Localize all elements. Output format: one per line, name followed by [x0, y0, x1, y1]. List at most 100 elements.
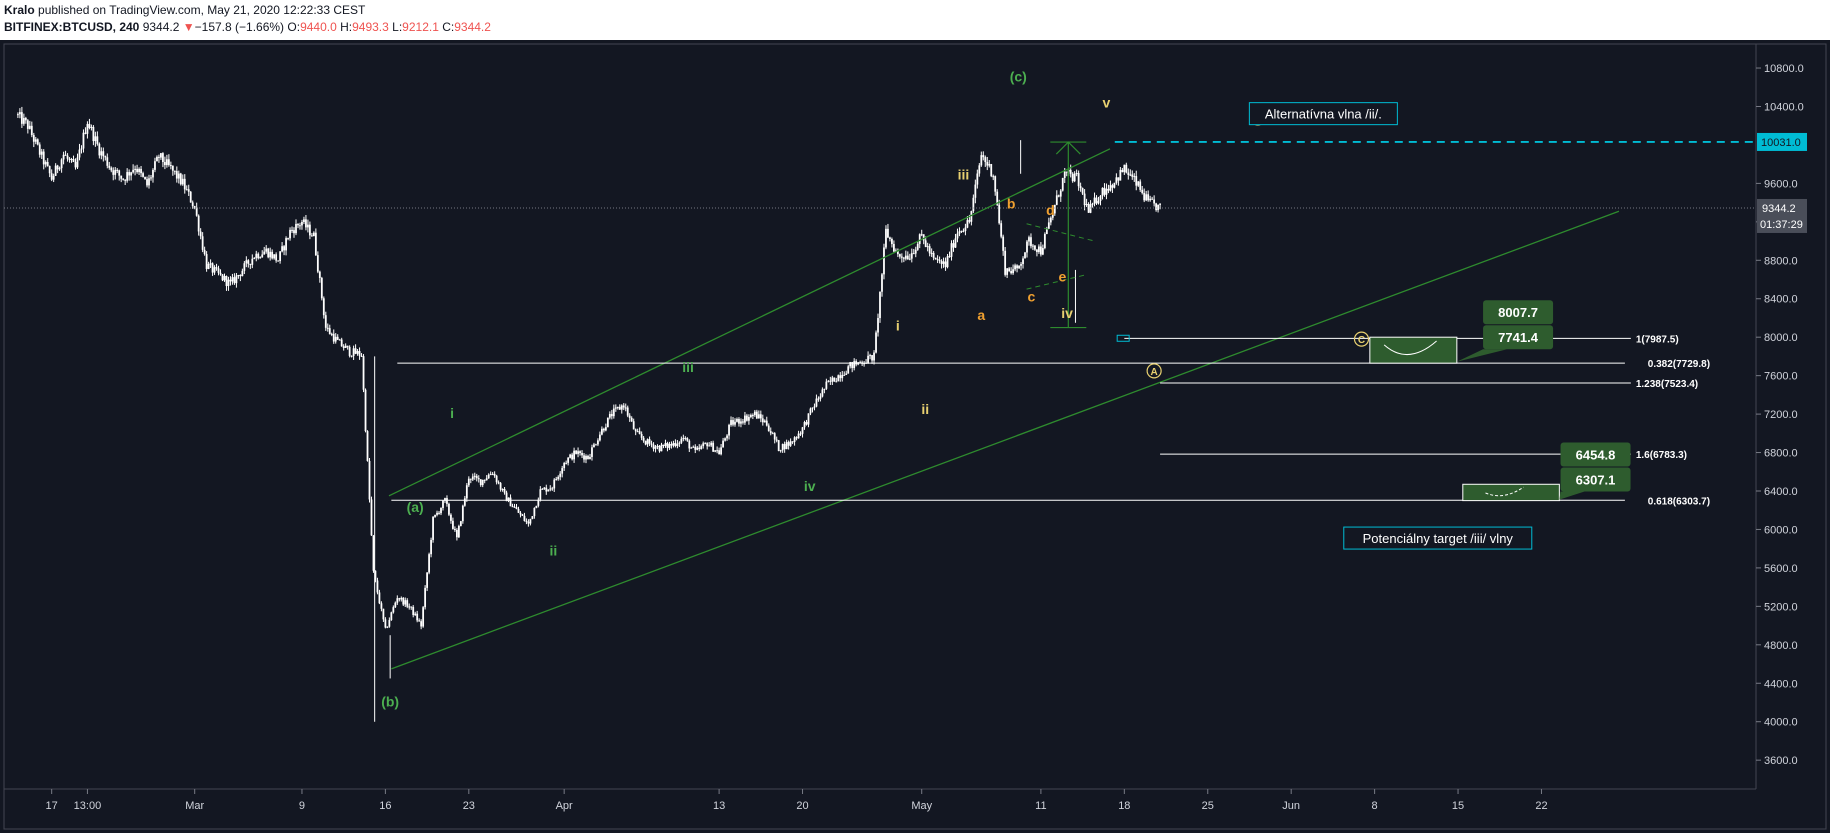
candle-body: [736, 418, 738, 422]
wave-label-green: iii: [682, 359, 694, 375]
candle-body: [309, 224, 311, 236]
countdown-label: 01:37:29: [1760, 219, 1803, 231]
candle-body: [364, 389, 367, 432]
candle-body: [201, 236, 204, 250]
high-label: H:: [340, 20, 353, 34]
candle-body: [265, 248, 268, 252]
candle-body: [761, 418, 764, 423]
candle-body: [978, 165, 981, 174]
chart-area[interactable]: 1(7987.5) 0.382(7729.8) 1.238(7523.4) 1.6(6…: [0, 40, 1830, 833]
candle-body: [837, 375, 840, 382]
candle-body: [539, 489, 542, 500]
candle-body: [436, 512, 438, 515]
candle-body: [674, 443, 677, 446]
candle-body: [779, 450, 782, 452]
candle-body: [74, 161, 77, 168]
candle-body: [690, 447, 693, 449]
candle-body: [455, 529, 458, 538]
candle-body: [1010, 271, 1013, 274]
wave-label-green: (b): [381, 693, 399, 709]
candle-body: [718, 450, 721, 455]
candle-body: [481, 479, 484, 486]
candle-body: [38, 144, 41, 155]
candle-body: [902, 257, 905, 259]
candle-body: [50, 173, 53, 180]
candle-body: [261, 254, 264, 258]
candle-body: [187, 189, 190, 192]
wave-label-yellow: iv: [1061, 305, 1073, 321]
candle-body: [293, 230, 295, 234]
target-box-lower: [1462, 483, 1560, 502]
candle-body: [60, 159, 63, 169]
candle-body: [241, 270, 244, 277]
candle-body: [640, 434, 643, 438]
fib-label: 1.238(7523.4): [1636, 379, 1698, 390]
y-tick-label: 7200.0: [1764, 409, 1798, 421]
candle-body: [867, 355, 869, 363]
candle-body: [702, 443, 705, 447]
candle-body: [602, 428, 605, 431]
candle-body: [646, 439, 649, 445]
candle-body: [414, 613, 417, 615]
candle-body: [821, 389, 824, 397]
price-tag: [1560, 467, 1631, 492]
candle-body: [1065, 171, 1068, 173]
candle-body: [791, 441, 794, 443]
candle-body: [577, 451, 579, 454]
candle-body: [497, 482, 500, 484]
candle-body: [636, 431, 639, 433]
candle-body: [167, 159, 170, 165]
candle-body: [964, 227, 967, 231]
x-tick-label: 16: [379, 800, 391, 812]
candle-body: [793, 437, 796, 442]
candle-body: [883, 247, 885, 275]
candle-body: [342, 346, 345, 348]
candle-body: [910, 253, 913, 259]
candle-body: [896, 250, 899, 255]
candle-body: [676, 443, 679, 446]
curved-arrow-icon: [1485, 486, 1524, 497]
candle-body: [918, 234, 921, 244]
candle-body: [511, 506, 514, 508]
y-tick-label: 8800.0: [1764, 255, 1798, 267]
candle-body: [366, 431, 369, 461]
candle-body: [962, 230, 965, 232]
candle-body: [380, 603, 383, 609]
candle-body: [551, 488, 554, 490]
candle-body: [463, 498, 466, 506]
candle-body: [980, 155, 983, 166]
candle-body: [1127, 172, 1130, 175]
candle-body: [950, 243, 953, 257]
candle-body: [348, 346, 351, 356]
candle-body: [616, 406, 619, 408]
candle-body: [1105, 188, 1108, 195]
candle-body: [1103, 187, 1106, 195]
candle-body: [40, 151, 43, 155]
candle-body: [956, 233, 959, 239]
candle-body: [698, 447, 701, 449]
candle-body: [565, 462, 568, 464]
x-tick-label: Apr: [556, 800, 573, 812]
candle-body: [475, 475, 478, 479]
candle-body: [1081, 188, 1084, 194]
candle-body: [672, 443, 675, 446]
price-chart[interactable]: 1(7987.5) 0.382(7729.8) 1.238(7523.4) 1.6(6…: [0, 40, 1830, 833]
candle-body: [245, 260, 248, 264]
candle-body: [467, 478, 470, 486]
candle-body: [181, 178, 184, 185]
candle-body: [575, 450, 577, 454]
ohlc-line: BITFINEX:BTCUSD, 240 9344.2 ▼−157.8 (−1.…: [4, 20, 491, 34]
x-tick-label: 18: [1118, 800, 1130, 812]
candle-body: [279, 251, 282, 262]
candle-body: [829, 380, 832, 382]
price-tag-label: 6454.8: [1576, 447, 1616, 462]
candle-body: [549, 488, 552, 490]
candle-body: [887, 228, 889, 238]
chart-background: [0, 40, 1830, 833]
candle-body: [835, 381, 838, 383]
candle-body: [990, 164, 993, 177]
candle-body: [587, 455, 589, 460]
candle-body: [452, 520, 454, 529]
y-tick-label: 6000.0: [1764, 524, 1798, 536]
candle-body: [936, 259, 939, 261]
